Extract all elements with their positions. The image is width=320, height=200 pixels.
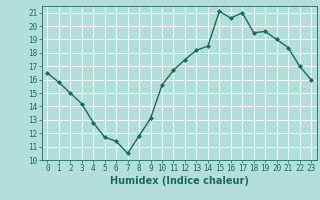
X-axis label: Humidex (Indice chaleur): Humidex (Indice chaleur)	[110, 176, 249, 186]
